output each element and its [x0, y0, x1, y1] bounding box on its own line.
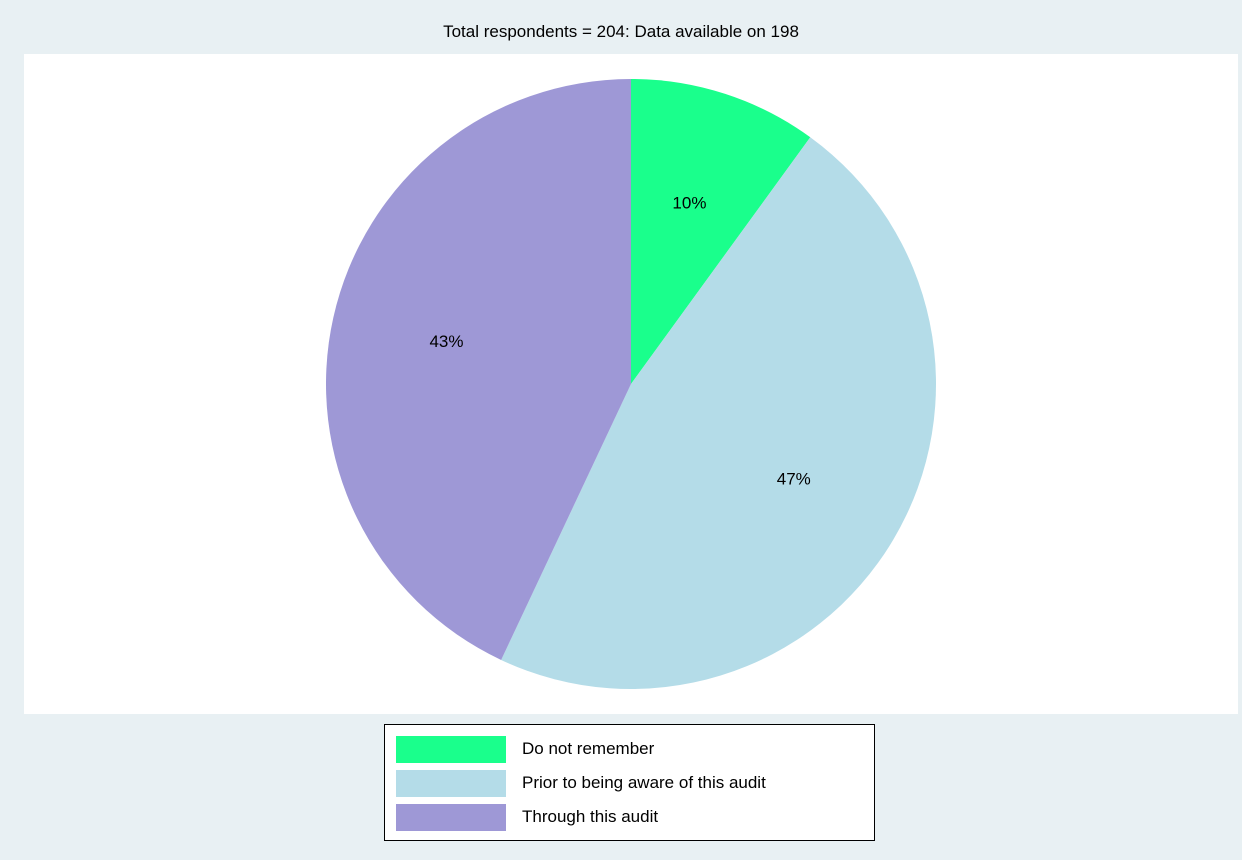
- legend-swatch: [396, 770, 506, 797]
- slice-value-label: 47%: [777, 470, 811, 489]
- pie-slice: [326, 79, 631, 660]
- pie-slice: [501, 137, 936, 689]
- legend-label: Through this audit: [522, 807, 659, 826]
- plot-region: 10% 47% 43%: [24, 54, 1238, 714]
- slice-value-label: 10%: [672, 194, 706, 213]
- legend-swatch: [396, 736, 506, 763]
- legend: Do not remember Prior to being aware of …: [384, 724, 875, 841]
- slice-value-label: 43%: [429, 332, 463, 351]
- pie-chart: 10% 47% 43%: [326, 79, 936, 689]
- legend-label: Do not remember: [522, 739, 655, 758]
- pie-slice: [631, 79, 811, 384]
- chart-title: Total respondents = 204: Data available …: [443, 22, 799, 41]
- legend-swatch: [396, 804, 506, 831]
- legend-label: Prior to being aware of this audit: [522, 773, 766, 792]
